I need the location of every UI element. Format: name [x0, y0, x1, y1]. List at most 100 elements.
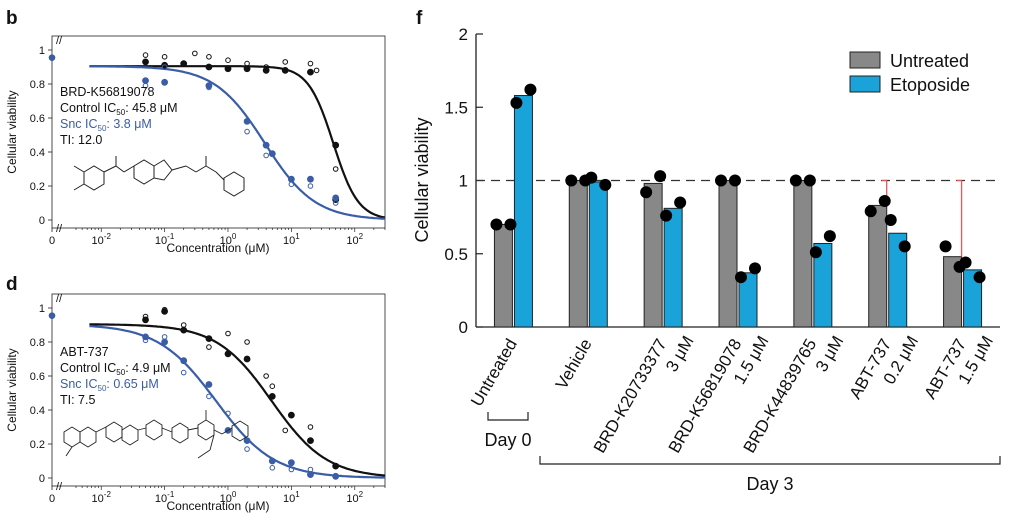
- d-point-open-control: [282, 427, 289, 434]
- d-point-control: [161, 308, 169, 315]
- b-axis-break-bottom: //: [56, 223, 63, 235]
- panel-letter-f: f: [416, 8, 423, 29]
- bracket-day-0: [487, 412, 529, 421]
- panel-d-snc-ic50: Snc IC50: 0.65 μM: [60, 377, 159, 393]
- f-bar-etoposide: [513, 95, 533, 328]
- b-y-tick-label: 0.8: [30, 79, 45, 91]
- legend-label-untreated: Untreated: [890, 51, 969, 71]
- d-y-tick-label: 0: [39, 473, 45, 485]
- b-point-snc: [243, 118, 251, 125]
- b-point-open-snc: [206, 84, 212, 91]
- panel-b-axes: 00.20.40.60.81////0 10-2 10-1 100 101 102: [30, 35, 386, 247]
- b-point-open-snc: [307, 183, 314, 189]
- panel-d-control-ic50: Control IC50: 4.9 μM: [60, 361, 171, 377]
- panel-d-dose-response: d 00.20.40.60.81////0 10-2 10-1 100 101 102 C…: [5, 274, 386, 513]
- panel-d-therapeutic-index: TI: 7.5: [60, 393, 95, 407]
- f-bar-etoposide: [813, 242, 833, 328]
- b-point-snc-zero: [48, 54, 56, 61]
- b-y-tick-label: 0.4: [30, 147, 45, 159]
- panel-d-annotations: ABT-737 Control IC50: 4.9 μM Snc IC50: 0…: [60, 345, 171, 407]
- panel-f-bar-chart: f 00.511.52 Untreated VehicleBRD-K2073337…: [412, 8, 1001, 494]
- f-point-etoposide: [674, 196, 687, 209]
- d-point-control: [180, 326, 188, 334]
- panel-b-annotations: BRD-K56819078 Control IC50: 45.8 μM Snc …: [60, 85, 178, 147]
- b-point-control: [161, 61, 169, 69]
- b-point-snc: [161, 78, 169, 86]
- f-point-untreated: [939, 240, 952, 253]
- f-y-tick-label: 0: [459, 318, 468, 337]
- f-category-label: Vehicle: [552, 336, 596, 393]
- f-point-untreated: [789, 174, 802, 187]
- panel-b-control-ic50: Control IC50: 45.8 μM: [60, 101, 178, 117]
- b-axis-break-top: //: [56, 35, 63, 47]
- panel-b-snc-ic50: Snc IC50: 3.8 μM: [60, 117, 152, 133]
- f-bar-untreated: [718, 180, 738, 328]
- panel-b-points: [48, 50, 340, 206]
- f-y-tick-label: 0.5: [444, 245, 468, 264]
- b-x-tick-label: 10-2: [92, 232, 112, 247]
- d-x-tick-label: 10-1: [155, 490, 175, 505]
- panel-f-y-label: Cellular viability: [412, 117, 432, 242]
- f-point-etoposide: [973, 271, 986, 284]
- f-category-label: Untreated: [467, 336, 521, 410]
- b-y-tick-label: 1: [39, 45, 45, 57]
- f-point-etoposide: [599, 178, 612, 191]
- d-y-tick-label: 0.2: [30, 439, 45, 451]
- panel-b-compound-name: BRD-K56819078: [60, 85, 155, 99]
- d-x-tick-label: 102: [346, 490, 363, 505]
- b-point-open-snc: [288, 181, 295, 188]
- b-point-open-snc: [244, 128, 250, 135]
- f-point-untreated: [878, 195, 891, 208]
- d-x-tick-label: 101: [283, 490, 300, 505]
- d-axis-break-top: //: [56, 293, 63, 305]
- panel-d-axes: 00.20.40.60.81////0 10-2 10-1 100 101 102: [30, 293, 386, 505]
- f-point-etoposide: [524, 83, 537, 96]
- b-point-control: [142, 58, 149, 66]
- f-point-etoposide: [823, 230, 836, 243]
- b-point-control: [243, 65, 251, 73]
- legend-swatch-untreated: [849, 51, 881, 69]
- b-point-open-control: [192, 50, 198, 57]
- d-point-open-snc: [288, 466, 295, 473]
- legend-swatch-etoposide: [849, 75, 881, 93]
- d-point-control: [332, 462, 340, 470]
- d-point-open-snc: [180, 369, 187, 376]
- b-x-tick-label: 10-1: [155, 232, 175, 247]
- b-point-open-control: [263, 64, 269, 70]
- panel-b-curves: [89, 65, 386, 220]
- b-y-tick-label: 0.2: [30, 181, 45, 193]
- f-y-tick-label: 1.5: [444, 98, 468, 117]
- d-point-open-snc: [225, 410, 231, 417]
- panel-d-chemical-structure-image: [63, 410, 249, 459]
- panel-d-compound-name: ABT-737: [60, 345, 109, 359]
- b-point-open-control: [282, 59, 289, 65]
- f-point-etoposide: [735, 271, 747, 284]
- b-point-control: [224, 65, 232, 73]
- b-point-open-snc: [332, 200, 339, 206]
- d-point-snc: [307, 471, 314, 478]
- b-point-open-control: [332, 166, 339, 172]
- d-curve-snc: [89, 325, 385, 479]
- panel-b-therapeutic-index: TI: 12.0: [60, 133, 102, 147]
- panel-f-legend: Untreated Etoposide: [849, 51, 970, 95]
- b-point-control: [281, 67, 289, 74]
- f-bar-untreated: [868, 204, 888, 328]
- d-point-open-control: [244, 339, 250, 345]
- b-point-snc: [262, 141, 270, 149]
- d-point-control: [307, 437, 314, 444]
- b-point-open-control: [180, 60, 187, 67]
- d-point-snc: [180, 357, 188, 365]
- b-x-tick-label-zero: 0: [49, 235, 55, 247]
- b-x-tick-label: 102: [346, 232, 363, 247]
- d-point-snc: [332, 472, 340, 480]
- group-label-day-3: Day 3: [746, 474, 793, 494]
- b-point-open-control: [206, 54, 212, 60]
- b-curve-snc: [89, 65, 386, 220]
- b-point-snc: [307, 175, 314, 183]
- b-point-open-snc: [263, 152, 269, 159]
- b-point-control: [332, 141, 340, 149]
- f-bar-etoposide: [738, 272, 758, 328]
- d-point-open-control: [307, 424, 314, 430]
- b-point-open-control: [244, 60, 250, 67]
